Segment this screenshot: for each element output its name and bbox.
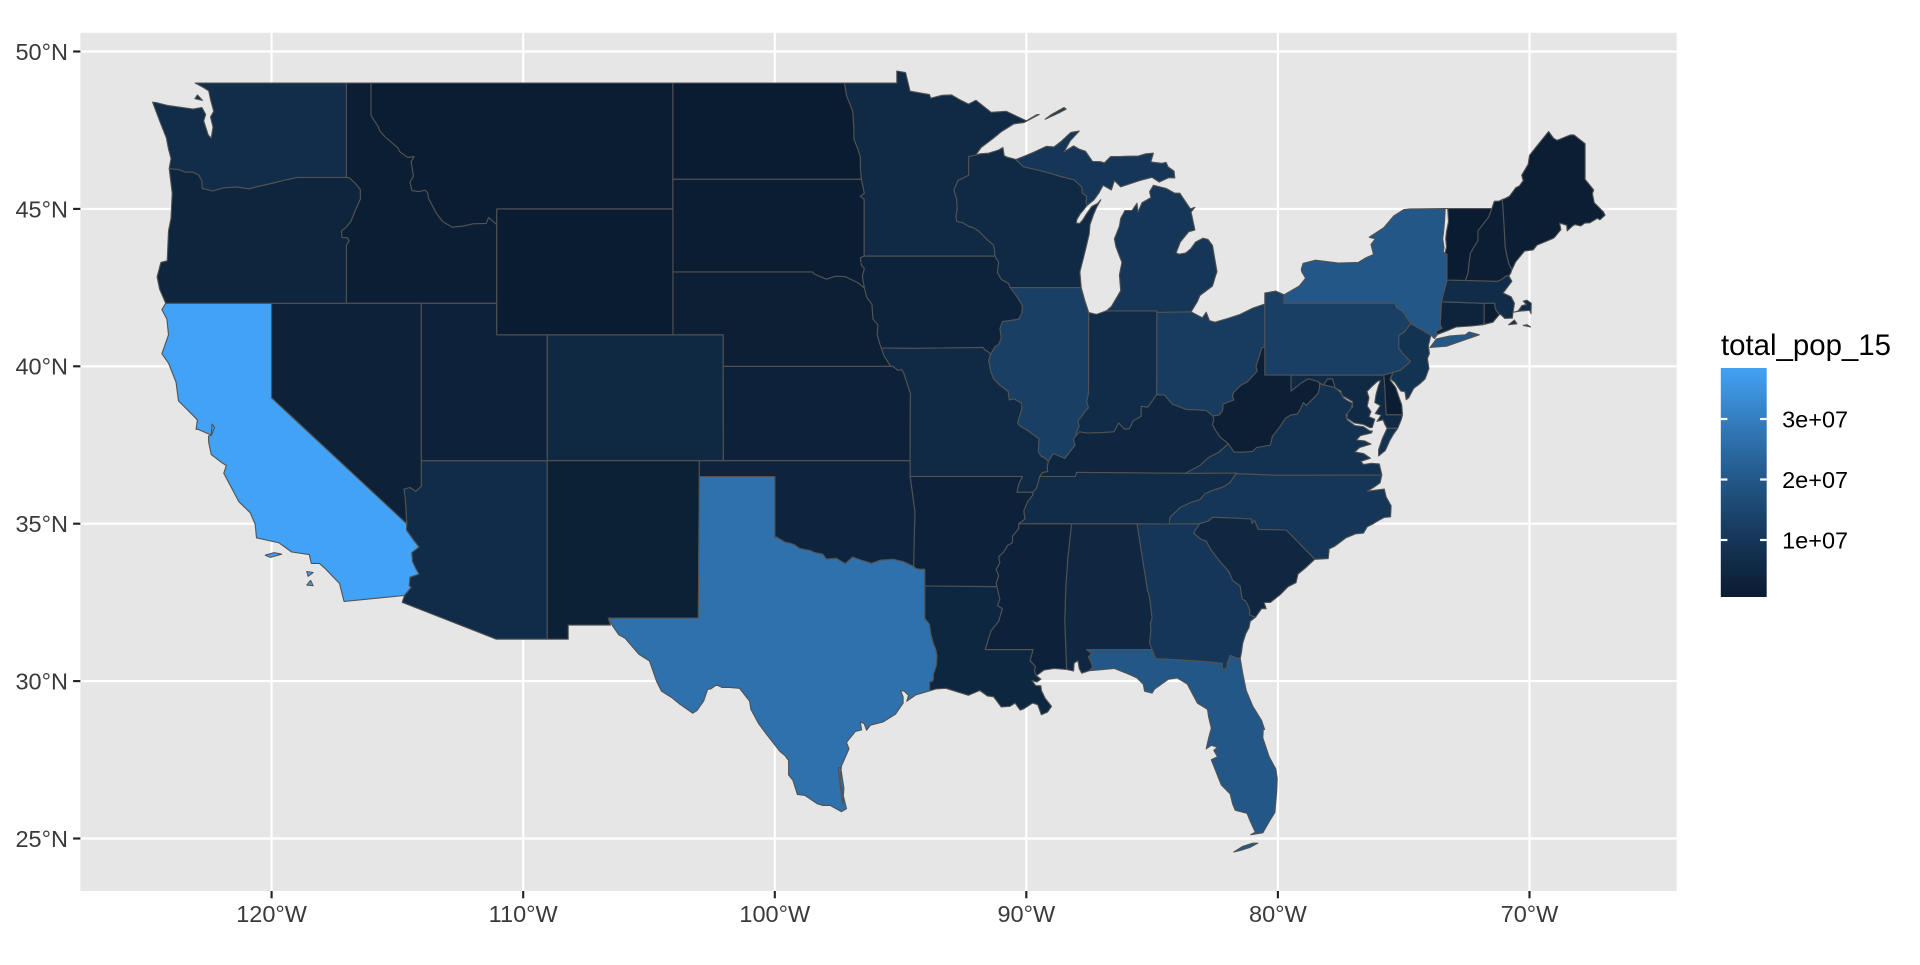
svg-text:35°N: 35°N [15,511,68,537]
svg-text:25°N: 25°N [15,826,68,852]
svg-text:40°N: 40°N [15,354,68,380]
svg-text:1e+07: 1e+07 [1782,527,1848,553]
svg-text:30°N: 30°N [15,669,68,695]
svg-text:110°W: 110°W [489,901,559,927]
svg-text:3e+07: 3e+07 [1782,406,1848,432]
svg-text:100°W: 100°W [739,901,811,927]
svg-text:50°N: 50°N [15,39,68,65]
svg-text:total_pop_15: total_pop_15 [1721,329,1891,362]
svg-text:120°W: 120°W [236,901,308,927]
svg-text:2e+07: 2e+07 [1782,467,1848,493]
svg-text:80°W: 80°W [1249,901,1308,927]
svg-text:45°N: 45°N [15,196,68,222]
svg-text:90°W: 90°W [997,901,1056,927]
svg-text:70°W: 70°W [1501,901,1560,927]
